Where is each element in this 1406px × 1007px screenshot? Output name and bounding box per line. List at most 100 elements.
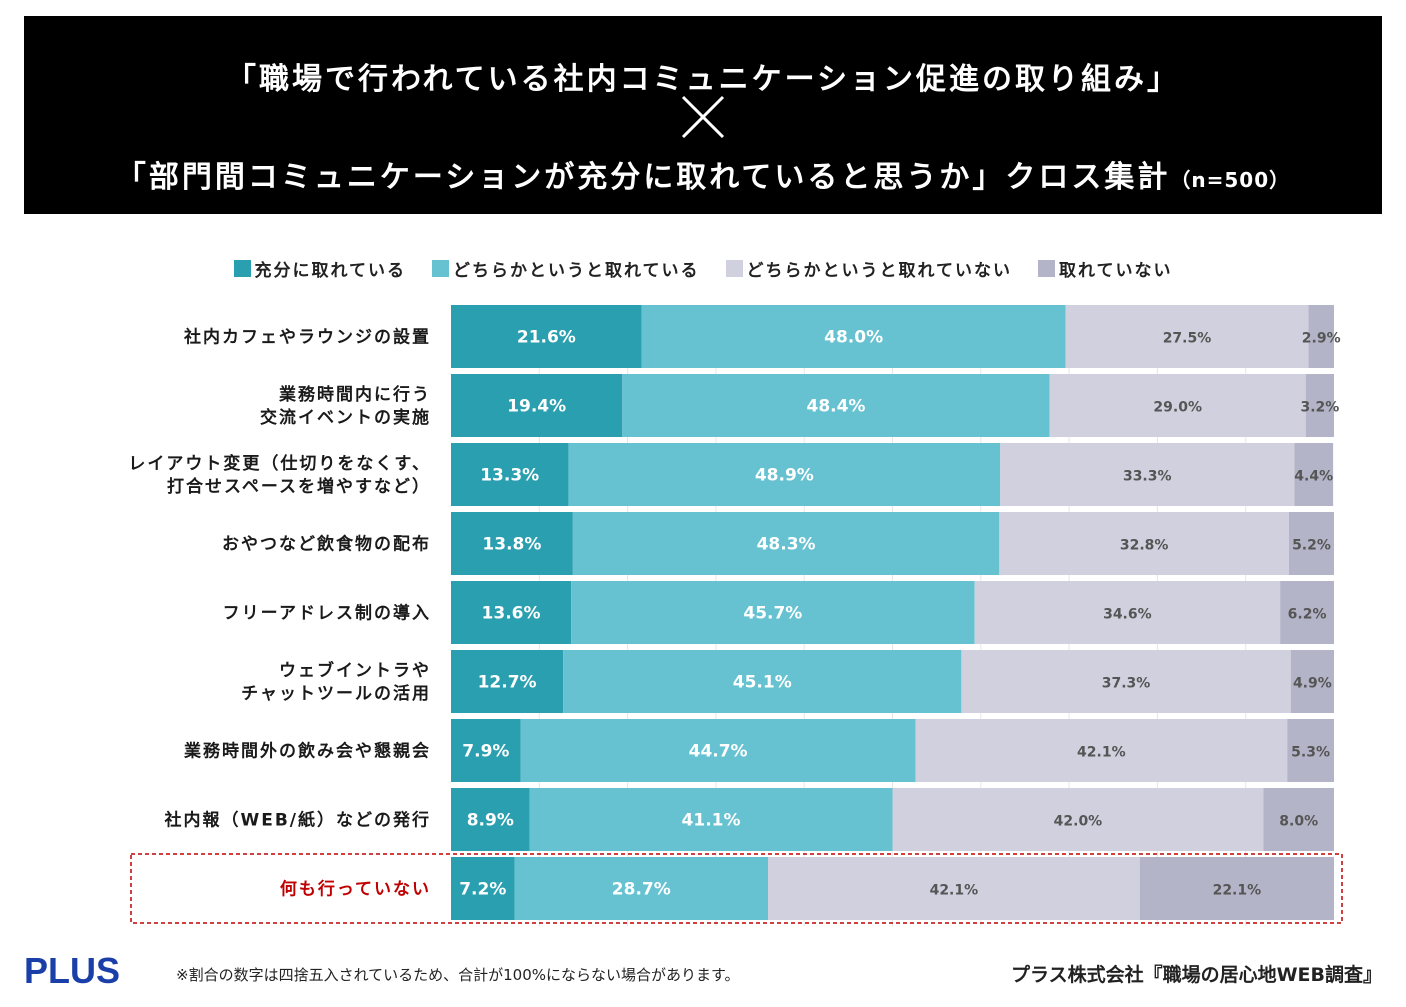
category-label: 業務時間内に行う交流イベントの実施 xyxy=(260,384,431,428)
legend-item-4: 取れていない xyxy=(1038,256,1173,281)
category-label: 社内報（WEB/紙）などの発行 xyxy=(163,810,431,831)
data-label: 22.1% xyxy=(1213,883,1262,899)
highlight-box xyxy=(130,853,1343,924)
data-label: 13.8% xyxy=(482,535,541,555)
data-label: 19.4% xyxy=(507,397,566,417)
data-label: 2.9% xyxy=(1302,331,1341,347)
bar-segment-4 xyxy=(1139,857,1334,920)
bar-segment-4 xyxy=(1263,788,1334,851)
category-label: 業務時間外の飲み会や懇親会 xyxy=(184,741,431,762)
bar-segment-4 xyxy=(1290,650,1334,713)
source-credit: プラス株式会社『職場の居心地WEB調査』 xyxy=(1010,964,1382,986)
data-label: 3.2% xyxy=(1300,400,1339,416)
bar-segment-4 xyxy=(1294,443,1334,506)
bar-segment-2 xyxy=(571,581,975,644)
bar-segment-2 xyxy=(568,443,1001,506)
bar-segment-4 xyxy=(1288,512,1334,575)
chart-title-line2: 「部門間コミュニケーションが充分に取れていると思うか」クロス集計（n=500） xyxy=(24,152,1382,196)
data-label: 37.3% xyxy=(1102,676,1151,692)
bar-segment-3 xyxy=(1049,374,1306,437)
bar-segment-2 xyxy=(572,512,1000,575)
data-label: 4.9% xyxy=(1293,676,1332,692)
category-label: 何も行っていない xyxy=(280,879,431,900)
legend-swatch xyxy=(432,259,449,277)
legend-item-3: どちらかというと取れていない xyxy=(725,256,1013,281)
bar-segment-1 xyxy=(451,443,569,506)
data-label: 33.3% xyxy=(1123,469,1172,485)
data-label: 27.5% xyxy=(1163,331,1212,347)
cross-icon xyxy=(681,95,725,139)
bar-segment-3 xyxy=(892,788,1264,851)
bar-segment-1 xyxy=(451,857,515,920)
bar-segment-1 xyxy=(451,650,564,713)
category-label: フリーアドレス制の導入 xyxy=(223,603,431,624)
chart-title-main: 「部門間コミュニケーションが充分に取れていると思うか」クロス集計 xyxy=(115,160,1171,195)
bar-segment-2 xyxy=(622,374,1050,437)
data-label: 32.8% xyxy=(1120,538,1169,554)
data-label: 48.0% xyxy=(824,328,883,348)
data-label: 4.4% xyxy=(1294,469,1333,485)
bar-segment-2 xyxy=(563,650,962,713)
legend-item-2: どちらかというと取れている xyxy=(432,256,700,281)
data-label: 45.7% xyxy=(743,604,802,624)
data-label: 8.9% xyxy=(467,811,514,831)
data-label: 48.9% xyxy=(755,466,814,486)
bar-segment-1 xyxy=(451,305,642,368)
data-label: 5.2% xyxy=(1292,538,1331,554)
data-label: 34.6% xyxy=(1103,607,1152,623)
legend-swatch xyxy=(1038,259,1055,277)
data-label: 7.2% xyxy=(459,880,506,900)
data-label: 8.0% xyxy=(1279,814,1318,830)
bar-segment-4 xyxy=(1280,581,1334,644)
bar-segment-1 xyxy=(451,512,573,575)
title-banner: 「職場で行われている社内コミュニケーション促進の取り組み」 「部門間コミュニケー… xyxy=(24,16,1382,214)
data-label: 29.0% xyxy=(1153,400,1202,416)
data-label: 21.6% xyxy=(517,328,576,348)
chart-title-line1: 「職場で行われている社内コミュニケーション促進の取り組み」 xyxy=(226,62,1180,97)
bar-segment-1 xyxy=(451,374,623,437)
plus-logo: PLUS xyxy=(24,950,121,991)
bar-segment-1 xyxy=(451,581,572,644)
data-label: 42.1% xyxy=(1077,745,1126,761)
category-label: レイアウト変更（仕切りをなくす、打合せスペースを増やすなど） xyxy=(128,453,431,497)
category-label: おやつなど飲食物の配布 xyxy=(222,534,431,555)
category-label: 社内カフェやラウンジの設置 xyxy=(183,327,431,348)
data-label: 13.6% xyxy=(482,604,541,624)
bar-segment-3 xyxy=(961,650,1291,713)
legend-label: どちらかというと取れている xyxy=(453,260,700,281)
bar-segment-3 xyxy=(999,512,1289,575)
data-label: 42.1% xyxy=(930,883,979,899)
data-label: 5.3% xyxy=(1291,745,1330,761)
bar-segment-2 xyxy=(641,305,1066,368)
bar-segment-3 xyxy=(974,581,1281,644)
bar-segment-2 xyxy=(514,857,768,920)
bar-segment-3 xyxy=(767,857,1140,920)
bar-segment-4 xyxy=(1287,719,1334,782)
data-label: 13.3% xyxy=(480,466,539,486)
data-label: 6.2% xyxy=(1288,607,1327,623)
legend-swatch xyxy=(725,259,743,277)
data-label: 48.4% xyxy=(806,397,865,417)
data-label: 7.9% xyxy=(462,742,509,762)
rounding-note: ※割合の数字は四捨五入されているため、合計が100%にならない場合があります。 xyxy=(176,966,740,984)
bar-segment-4 xyxy=(1308,305,1334,368)
sample-size: （n=500） xyxy=(1170,168,1291,192)
legend-label: 取れていない xyxy=(1059,260,1173,281)
bar-segment-3 xyxy=(915,719,1288,782)
legend-swatch xyxy=(233,259,251,277)
data-label: 44.7% xyxy=(689,742,748,762)
bar-segment-3 xyxy=(1065,305,1309,368)
category-label: ウェブイントラやチャットツールの活用 xyxy=(241,660,431,704)
legend-label: 充分に取れている xyxy=(254,260,406,281)
data-label: 28.7% xyxy=(612,880,671,900)
bar-segment-2 xyxy=(520,719,916,782)
legend-label: どちらかというと取れていない xyxy=(746,260,1012,281)
data-label: 48.3% xyxy=(757,535,816,555)
data-label: 42.0% xyxy=(1054,814,1103,830)
legend: 充分に取れている どちらかというと取れている どちらかというと取れていない 取れていな… xyxy=(0,254,1406,282)
data-label: 45.1% xyxy=(733,673,792,693)
bar-segment-1 xyxy=(451,719,521,782)
bar-segment-2 xyxy=(529,788,893,851)
bar-segment-4 xyxy=(1305,374,1334,437)
